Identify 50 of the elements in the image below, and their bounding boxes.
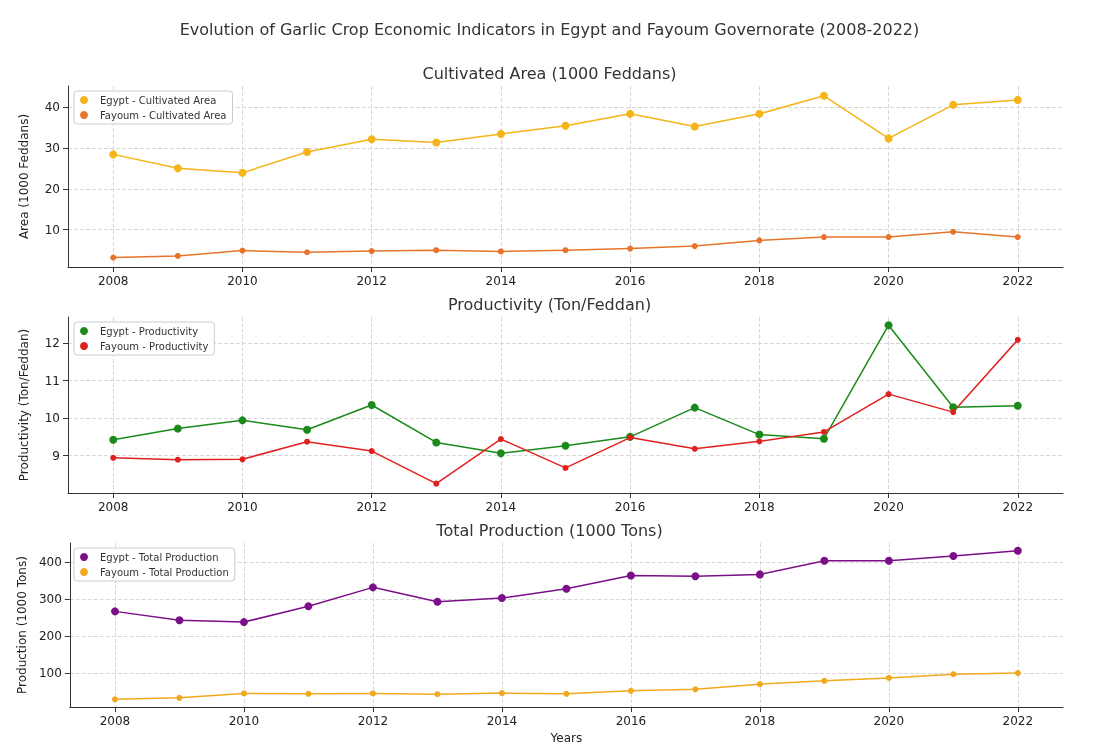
y-tick-label: 10	[44, 411, 60, 426]
x-tick-label: 2016	[615, 714, 647, 729]
x-tick-label: 2012	[357, 714, 389, 729]
legend-label: Fayoum - Cultivated Area	[100, 109, 227, 121]
legend-label: Egypt - Productivity	[100, 325, 199, 337]
chart-title: Productivity (Ton/Feddan)	[447, 294, 652, 314]
y-tick-label: 400	[38, 555, 62, 570]
x-tick-label: 2012	[356, 500, 387, 514]
x-tick-label: 2010	[227, 274, 258, 288]
x-tick-label: 2008	[97, 274, 129, 288]
y-axis-title: Productivity (Ton/Feddan)	[17, 328, 31, 482]
x-tick-label: 2014	[486, 714, 518, 729]
x-tick-label: 2022	[1002, 500, 1034, 514]
x-tick-label: 2016	[614, 274, 646, 288]
x-tick-label: 2008	[97, 500, 129, 514]
chart-title: Evolution of Garlic Crop Economic Indicators in Egypt and Fayoum Governorate (2008-2022)	[179, 19, 920, 39]
x-tick-label: 2016	[614, 500, 646, 514]
x-tick-label: 2008	[99, 714, 131, 729]
x-tick-label: 2022	[1002, 714, 1034, 729]
y-tick-label: 100	[38, 666, 62, 681]
x-tick-label: 2022	[1002, 274, 1034, 288]
y-tick-label: 11	[44, 373, 60, 388]
legend-label: Fayoum - Total Production	[100, 566, 229, 578]
chart-title: Total Production (1000 Tons)	[435, 520, 663, 540]
x-tick-label: 2014	[485, 274, 517, 288]
chart-subtitle: Cultivated Area (1000 Feddans)	[422, 63, 677, 83]
x-tick-label: 2012	[356, 274, 387, 288]
y-tick-label: 20	[44, 181, 60, 196]
x-tick-label: 2018	[744, 714, 776, 729]
y-tick-label: 10	[44, 222, 60, 237]
x-tick-label: 2020	[873, 500, 904, 514]
y-tick-label: 30	[44, 140, 60, 155]
y-tick-label: 9	[52, 448, 60, 463]
x-axis-title: Years	[549, 731, 583, 745]
x-tick-label: 2020	[873, 274, 904, 288]
legend-label: Egypt - Total Production	[100, 551, 219, 563]
x-tick-label: 2018	[744, 274, 775, 288]
y-tick-label: 40	[44, 99, 60, 114]
x-tick-label: 2010	[227, 500, 258, 514]
y-tick-label: 12	[44, 336, 60, 351]
y-tick-label: 300	[38, 592, 62, 607]
y-axis-title: Production (1000 Tons)	[15, 556, 29, 694]
y-axis-title: Area (1000 Feddans)	[17, 113, 31, 240]
x-tick-label: 2018	[744, 500, 775, 514]
x-tick-label: 2020	[873, 714, 905, 729]
legend-label: Fayoum - Productivity	[100, 340, 209, 352]
x-tick-label: 2014	[485, 500, 517, 514]
y-tick-label: 200	[38, 629, 62, 644]
x-tick-label: 2010	[228, 714, 260, 729]
legend-label: Egypt - Cultivated Area	[100, 94, 217, 106]
